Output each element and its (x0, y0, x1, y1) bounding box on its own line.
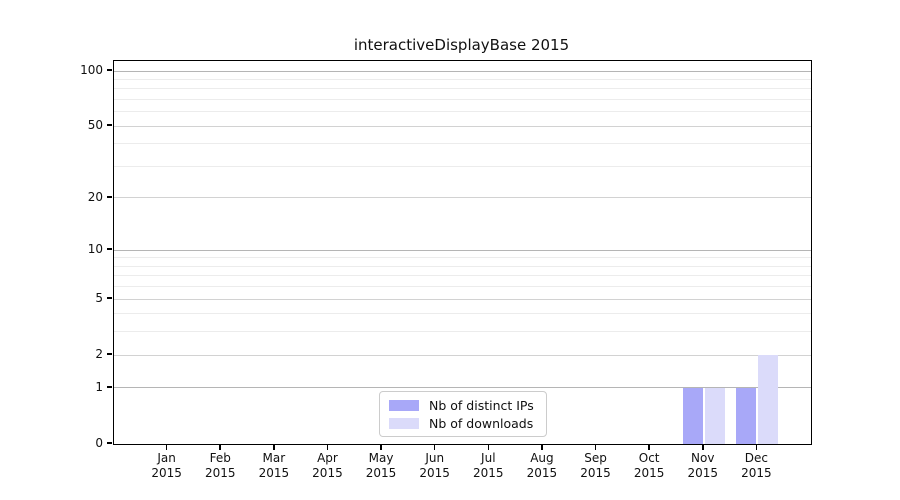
gridline-decade (114, 387, 811, 389)
gridline-minor (114, 265, 811, 267)
gridline-minor (114, 286, 811, 288)
gridline-minor (114, 313, 811, 315)
gridline-minor (114, 98, 811, 100)
bar-downloads (758, 355, 779, 444)
x-axis-tick (755, 444, 758, 450)
legend-label-downloads: Nb of downloads (429, 415, 534, 431)
x-tick-label: May 2015 (365, 451, 397, 480)
x-tick-label: Jan 2015 (151, 451, 182, 480)
x-tick-label: Jul 2015 (473, 451, 504, 480)
y-axis-tick (107, 297, 112, 299)
x-axis-tick (273, 444, 275, 450)
x-axis-tick (487, 444, 490, 450)
gridline-minor (114, 111, 811, 113)
gridline-decade (114, 70, 811, 72)
legend-label-distinct-ips: Nb of distinct IPs (429, 397, 534, 413)
x-axis-tick (594, 444, 597, 450)
x-tick-label: Oct 2015 (633, 451, 665, 480)
x-axis-tick (326, 444, 329, 450)
x-tick-label: Sep 2015 (580, 451, 611, 480)
y-tick-label: 10 (87, 242, 103, 257)
bar-distinct-ips (682, 387, 703, 444)
x-tick-label: Feb 2015 (204, 451, 236, 480)
y-axis-tick (107, 248, 112, 250)
x-axis-tick (702, 444, 704, 450)
y-axis-tick (107, 69, 112, 71)
y-axis-tick (107, 196, 112, 198)
legend-swatch-downloads (389, 417, 419, 429)
x-axis-tick (380, 444, 382, 450)
y-tick-label: 100 (80, 63, 103, 77)
bar-distinct-ips (736, 387, 757, 444)
x-axis-tick (541, 444, 543, 450)
gridline-minor (114, 88, 811, 90)
legend-entry-downloads: Nb of downloads (389, 416, 537, 431)
gridline-major (114, 354, 811, 356)
gridline-minor (114, 143, 811, 145)
gridline-minor (114, 257, 811, 259)
gridline-major (114, 125, 811, 127)
legend-entry-distinct-ips: Nb of distinct IPs (389, 398, 537, 413)
x-tick-label: Dec 2015 (741, 451, 772, 480)
gridline-minor (114, 165, 811, 167)
gridline-major (114, 197, 811, 199)
x-axis-tick (219, 444, 221, 450)
gridline-minor (114, 331, 811, 333)
legend-swatch-distinct-ips (389, 399, 419, 411)
y-tick-label: 20 (87, 189, 103, 204)
gridline-minor (114, 78, 811, 80)
x-axis-tick (433, 444, 436, 450)
x-axis-tick (648, 444, 650, 450)
x-tick-label: Apr 2015 (312, 451, 343, 480)
y-axis-tick (107, 442, 112, 444)
y-tick-label: 0 (95, 436, 103, 450)
gridline-major (114, 298, 811, 300)
bar-downloads (704, 387, 725, 444)
chart-title: interactiveDisplayBase 2015 (353, 36, 570, 54)
x-tick-label: Mar 2015 (258, 451, 290, 480)
x-tick-label: Jun 2015 (419, 451, 450, 480)
x-tick-label: Aug 2015 (526, 451, 558, 480)
x-axis-tick (165, 444, 168, 450)
y-axis-tick (107, 386, 112, 388)
plot-area (113, 60, 812, 445)
y-axis-tick (107, 353, 112, 355)
x-tick-label: Nov 2015 (687, 451, 719, 480)
y-tick-label: 1 (95, 379, 103, 394)
y-tick-label: 2 (95, 347, 103, 362)
gridline-decade (114, 249, 811, 251)
y-axis-tick (107, 124, 112, 126)
y-tick-label: 50 (87, 118, 103, 133)
gridline-minor (114, 275, 811, 277)
y-tick-label: 5 (95, 291, 103, 306)
legend: Nb of distinct IPs Nb of downloads (379, 391, 547, 437)
